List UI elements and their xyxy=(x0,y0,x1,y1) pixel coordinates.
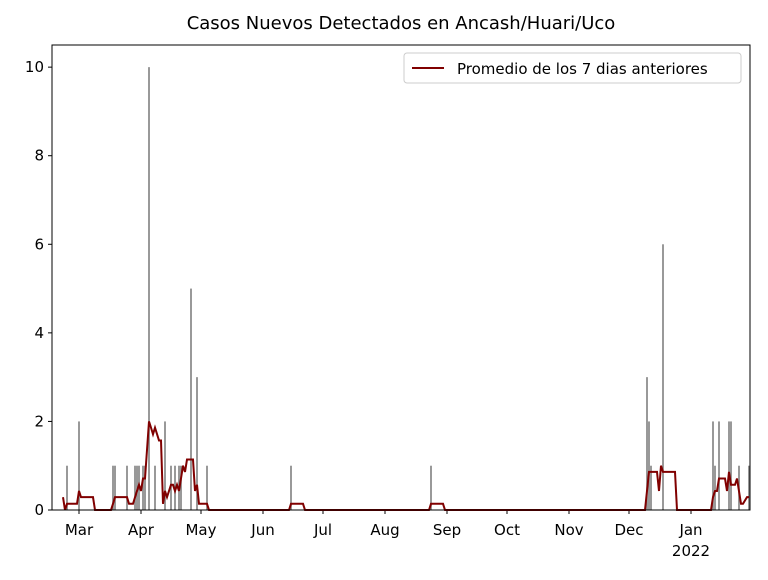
bar xyxy=(114,465,116,510)
legend-box xyxy=(403,52,742,84)
bar xyxy=(430,465,432,510)
legend-label: Promedio de los 7 dias anteriores xyxy=(457,60,708,78)
x-tick-label: Jun xyxy=(250,521,274,539)
y-tick-label: 2 xyxy=(34,412,44,430)
y-tick-label: 4 xyxy=(34,324,44,342)
x-tick-label: Apr xyxy=(128,521,155,539)
bar xyxy=(646,377,648,510)
bar xyxy=(126,465,128,510)
x-tick-label: Aug xyxy=(370,521,399,539)
bar xyxy=(144,465,146,510)
bar xyxy=(196,377,198,510)
x-tick-label: Mar xyxy=(65,521,94,539)
bar xyxy=(650,465,652,510)
x-tick-label: Jan 2022 xyxy=(672,521,710,560)
bar xyxy=(148,67,150,511)
bar xyxy=(728,421,730,510)
x-tick-label: Oct xyxy=(494,521,520,539)
bar xyxy=(206,465,208,510)
bar xyxy=(662,244,664,511)
bar xyxy=(142,465,144,510)
x-tick-label: Jul xyxy=(313,521,332,539)
y-tick-label: 10 xyxy=(25,58,44,76)
chart-title: Casos Nuevos Detectados en Ancash/Huari/… xyxy=(187,13,616,34)
y-tick-label: 0 xyxy=(34,501,44,519)
bar xyxy=(134,465,136,510)
bar xyxy=(712,421,714,510)
x-tick-label: Sep xyxy=(433,521,461,539)
bar xyxy=(154,465,156,510)
bar xyxy=(164,421,166,510)
bar xyxy=(112,465,114,510)
y-tick-label: 8 xyxy=(34,147,44,165)
avg-line xyxy=(62,421,749,511)
bar xyxy=(748,465,750,510)
bar xyxy=(714,465,716,510)
bar xyxy=(730,421,732,510)
x-tick-label: Nov xyxy=(554,521,583,539)
y-tick-label: 6 xyxy=(34,235,44,253)
bar xyxy=(290,465,292,510)
bar xyxy=(648,421,650,510)
plot-frame xyxy=(51,44,751,511)
x-tick-label: Dec xyxy=(614,521,643,539)
bar xyxy=(180,465,182,510)
bar xyxy=(66,465,68,510)
bar xyxy=(718,421,720,510)
bar xyxy=(78,421,80,510)
bar xyxy=(190,288,192,510)
x-tick-label: May xyxy=(185,521,216,539)
